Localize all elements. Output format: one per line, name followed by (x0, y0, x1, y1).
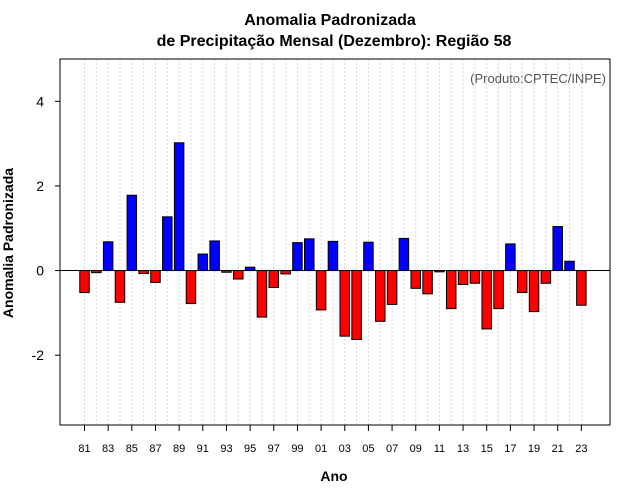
bar-1998 (280, 270, 291, 275)
bar-1982 (91, 270, 102, 274)
y-axis-label: Anomalia Padronizada (0, 168, 16, 318)
bar-2009 (410, 270, 421, 289)
bar-2008 (398, 237, 410, 272)
bar-1986 (138, 270, 149, 275)
bar-2011 (434, 270, 445, 273)
bar-1990 (185, 270, 197, 305)
x-tick-label: 23 (575, 443, 587, 455)
bar-2021 (552, 226, 563, 272)
bar-1993 (221, 270, 232, 273)
x-tick-label: 05 (362, 443, 374, 455)
bar-2016 (493, 270, 504, 310)
bar-2002 (327, 240, 339, 272)
x-tick-label: 85 (126, 443, 138, 455)
bar-2020 (540, 270, 552, 284)
vertical-gridlines (84, 59, 582, 425)
bar-2018 (516, 270, 528, 294)
x-tick-label: 93 (220, 443, 232, 455)
bar-1996 (256, 270, 268, 318)
x-tick-label: 91 (197, 443, 209, 455)
x-tick-label: 07 (386, 443, 398, 455)
x-tick-label: 19 (528, 443, 540, 455)
bar-2023 (576, 270, 587, 306)
x-tick-label: 83 (102, 443, 114, 455)
x-tick-label: 99 (291, 443, 303, 455)
bar-2004 (351, 270, 362, 341)
y-tick-label: 2 (36, 178, 44, 194)
x-axis-label: Ano (320, 468, 347, 484)
y-tick-label: 0 (36, 263, 44, 279)
bar-2005 (363, 241, 374, 272)
bar-2012 (445, 270, 457, 310)
plot-frame (59, 58, 611, 426)
bar-1989 (173, 142, 185, 272)
bar-1992 (209, 240, 220, 272)
chart-title-line2: de Precipitação Mensal (Dezembro): Regiã… (157, 33, 512, 50)
credit-label: (Produto:CPTEC/INPE) (470, 71, 606, 86)
bar-2000 (304, 238, 315, 272)
bar-2015 (481, 270, 492, 330)
x-tick-label: 21 (552, 443, 564, 455)
bar-2013 (457, 270, 469, 286)
chart-title-line1: Anomalia Padronizada (244, 12, 416, 29)
bar-1983 (102, 241, 114, 272)
y-tick-label: 4 (36, 93, 44, 109)
bar-1997 (268, 270, 280, 288)
bar-2019 (528, 270, 540, 313)
bar-2001 (315, 270, 327, 311)
bars-group (79, 142, 587, 341)
x-tick-label: 81 (78, 443, 90, 455)
bar-1999 (292, 242, 303, 272)
x-tick-label: 87 (149, 443, 161, 455)
x-tick-label: 01 (315, 443, 327, 455)
bar-1987 (150, 270, 161, 283)
x-tick-label: 89 (173, 443, 185, 455)
bar-1981 (79, 270, 90, 294)
x-tick-label: 11 (434, 443, 445, 455)
x-axis: 81 83 85 87 89 91 93 95 97 99 01 03 05 07 09 11 13 15 17 19… (78, 425, 587, 455)
x-tick-label: 97 (268, 443, 280, 455)
bar-2006 (375, 270, 386, 322)
bar-1984 (114, 270, 126, 303)
y-tick-label: -2 (32, 347, 45, 363)
bar-2007 (386, 270, 398, 305)
x-tick-label: 17 (504, 443, 516, 455)
bar-1988 (162, 216, 173, 272)
bar-1991 (197, 253, 209, 272)
x-tick-label: 95 (244, 443, 256, 455)
bar-1985 (126, 194, 138, 272)
bar-2010 (422, 270, 433, 295)
x-tick-label: 15 (481, 443, 493, 455)
bar-1994 (233, 270, 244, 280)
bar-2014 (469, 270, 481, 284)
bar-1995 (244, 266, 256, 272)
x-tick-label: 03 (339, 443, 351, 455)
bar-2022 (564, 260, 575, 272)
bar-2003 (339, 270, 351, 337)
x-tick-label: 09 (410, 443, 422, 455)
y-axis: -2 0 2 4 (32, 93, 60, 363)
bar-2017 (505, 243, 516, 272)
x-tick-label: 13 (457, 443, 469, 455)
